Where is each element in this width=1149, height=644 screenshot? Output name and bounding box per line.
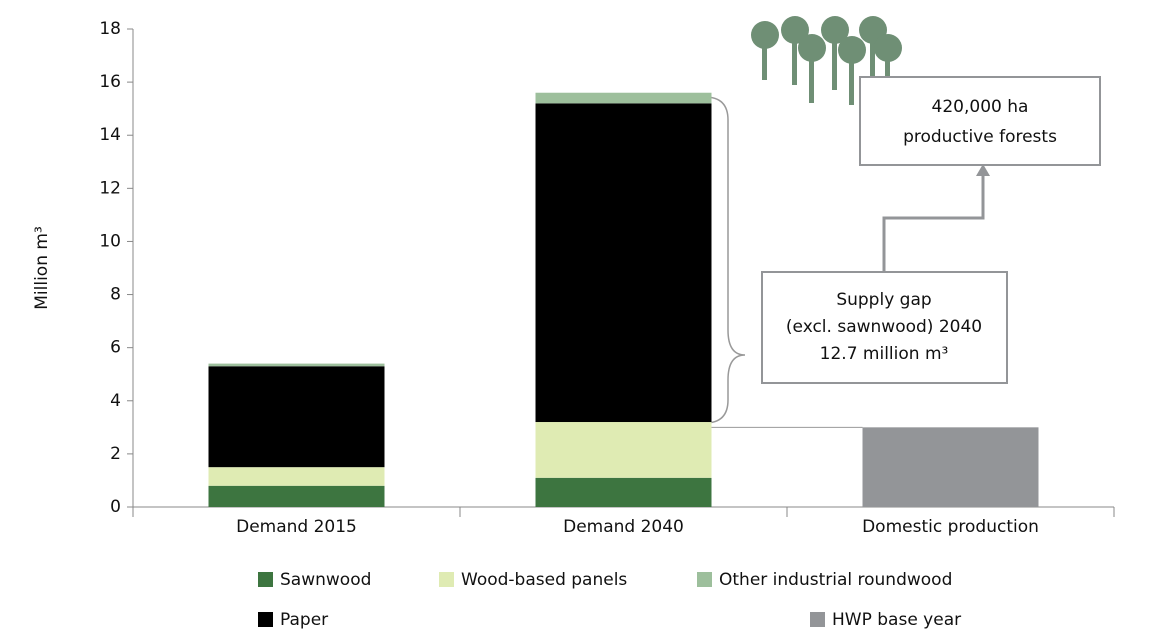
arrow xyxy=(884,172,983,272)
y-tick-label: 10 xyxy=(99,231,121,251)
y-tick-label: 6 xyxy=(110,338,121,358)
y-axis-label: Million m³ xyxy=(32,226,52,310)
bar-segment xyxy=(209,366,385,467)
y-tick-label: 2 xyxy=(110,444,121,464)
y-tick-label: 0 xyxy=(110,497,121,517)
legend-swatch xyxy=(810,612,825,627)
y-tick-label: 12 xyxy=(99,178,121,198)
x-tick-label: Demand 2040 xyxy=(563,517,684,537)
legend-swatch xyxy=(439,572,454,587)
bar-segment xyxy=(209,486,385,507)
bar-segment xyxy=(863,427,1039,507)
legend-label: HWP base year xyxy=(832,610,961,630)
annotation-box xyxy=(860,77,1100,165)
legend-label: Wood-based panels xyxy=(461,570,627,590)
bar-segment xyxy=(536,422,712,478)
x-tick-label: Demand 2015 xyxy=(236,517,357,537)
y-tick-label: 18 xyxy=(99,19,121,39)
annotation-text: 420,000 ha xyxy=(932,97,1029,117)
y-tick-label: 14 xyxy=(99,125,121,145)
y-tick-label: 16 xyxy=(99,72,121,92)
legend-swatch xyxy=(258,572,273,587)
annotation-text: productive forests xyxy=(903,127,1057,147)
annotation-text: (excl. sawnwood) 2040 xyxy=(786,317,982,337)
legend-label: Paper xyxy=(280,610,328,630)
legend-swatch xyxy=(697,572,712,587)
bar-segment xyxy=(209,467,385,486)
legend-swatch xyxy=(258,612,273,627)
legend-label: Other industrial roundwood xyxy=(719,570,952,590)
annotation-text: 12.7 million m³ xyxy=(820,344,949,364)
x-tick-label: Domestic production xyxy=(862,517,1039,537)
y-tick-label: 4 xyxy=(110,391,121,411)
annotation-text: Supply gap xyxy=(836,290,931,310)
bar-segment xyxy=(209,364,385,367)
chart: Million m³ 0 2 4 6 8 10 12 14 16 18 Demand 2015 Dem… xyxy=(0,0,1149,644)
y-tick-label: 8 xyxy=(110,285,121,305)
bar-segment xyxy=(536,478,712,507)
bar-segment xyxy=(536,93,712,104)
bar-segment xyxy=(536,103,712,422)
legend-label: Sawnwood xyxy=(280,570,371,590)
